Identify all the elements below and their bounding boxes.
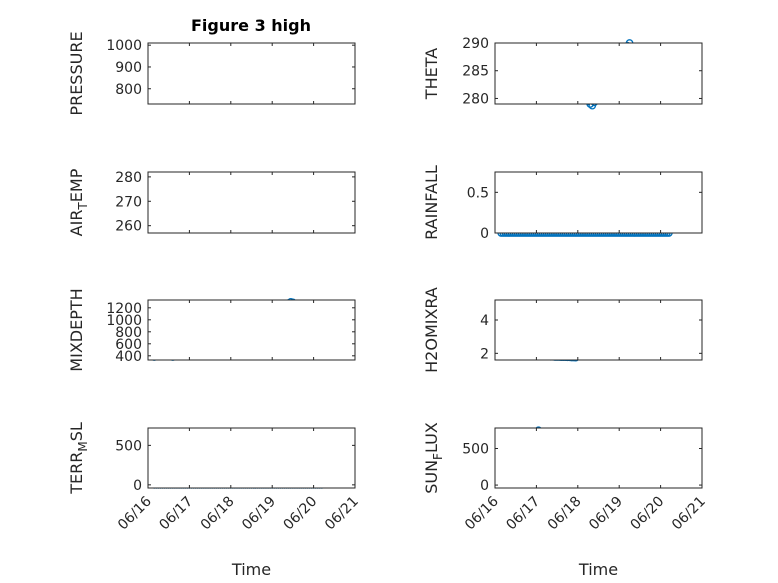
y-axis-label: THETA (422, 48, 441, 100)
y-tick-label: 0 (480, 478, 489, 494)
x-tick-label: 06/20 (281, 494, 321, 534)
x-tick-label: 06/19 (586, 494, 626, 534)
y-tick-label: 260 (115, 219, 142, 235)
y-tick-label: 285 (462, 64, 489, 80)
x-tick-label: 06/20 (628, 494, 668, 534)
pressure-panel: 800 900 1000 PRESSURE (67, 31, 356, 116)
y-tick-label: 270 (115, 194, 142, 210)
axes-box (494, 299, 703, 361)
axes-box (494, 42, 703, 105)
y-tick-label: 1000 (106, 38, 142, 54)
y-axis-label: AIRTEMP (67, 168, 90, 236)
x-tick-label: 06/16 (115, 493, 155, 533)
axes-box (494, 427, 703, 489)
y-tick-label: 4 (480, 313, 489, 329)
y-tick-label: 600 (115, 337, 142, 353)
x-tick-label: 06/17 (503, 494, 543, 534)
y-tick-label: 800 (115, 82, 142, 98)
y-tick-label: 900 (115, 60, 142, 76)
y-tick-label: 0.5 (467, 185, 489, 201)
x-axis-label: Time (231, 560, 271, 579)
sun-flux-panel: 0 500 06/16 06/17 06/18 06/19 06/20 06/21 Time SU… (422, 422, 709, 579)
x-tick-label: 06/18 (545, 494, 585, 534)
y-axis-label: SUNFLUX (422, 422, 445, 494)
y-tick-label: 1200 (106, 301, 142, 317)
axes-box (147, 42, 356, 105)
y-tick-label: 0 (480, 226, 489, 242)
x-tick-label: 06/21 (669, 494, 709, 534)
y-axis-label: TERRMSL (67, 422, 90, 495)
axes-box (147, 299, 356, 361)
y-tick-label: 280 (462, 91, 489, 107)
x-tick-label: 06/19 (239, 494, 279, 534)
y-tick-label: 2 (480, 346, 489, 362)
y-tick-label: 500 (115, 438, 142, 454)
y-axis-label: H2OMIXRA (422, 287, 441, 373)
y-axis-label: PRESSURE (67, 31, 86, 115)
h2omixra-panel: 2 4 H2OMIXRA (422, 287, 703, 373)
y-tick-label: 500 (462, 441, 489, 457)
x-tick-label: 06/18 (198, 494, 238, 534)
x-tick-label: 06/16 (462, 493, 502, 533)
x-tick-label: 06/21 (322, 494, 362, 534)
air-temp-panel: 260 270 280 AIRTEMP (67, 168, 356, 236)
chart-title: Figure 3 high (191, 16, 311, 35)
axes-box (494, 171, 703, 234)
x-tick-label: 06/17 (156, 494, 196, 534)
y-tick-label: 290 (462, 36, 489, 52)
y-tick-label: 0 (133, 478, 142, 494)
rainfall-panel: 0 0.5 RAINFALL (422, 165, 703, 242)
x-axis-label: Time (578, 560, 618, 579)
y-tick-label: 400 (115, 349, 142, 365)
y-tick-label: 1000 (106, 313, 142, 329)
y-tick-label: 280 (115, 170, 142, 186)
terr-msl-panel: 0 500 06/16 06/17 06/18 06/19 06/20 06/21 Time TE… (67, 422, 362, 579)
y-axis-label: RAINFALL (422, 165, 441, 240)
axes-box (147, 171, 356, 234)
y-axis-label: MIXDEPTH (67, 288, 86, 371)
y-tick-label: 800 (115, 325, 142, 341)
theta-panel: 280 285 290 THETA (422, 36, 703, 110)
axes-box (147, 427, 356, 489)
